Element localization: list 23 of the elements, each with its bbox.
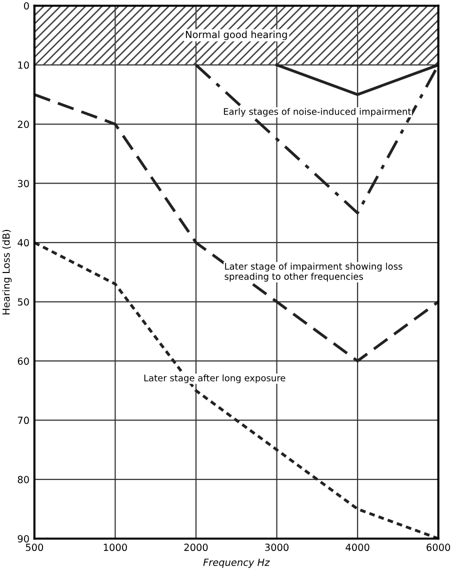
y-tick-label: 70	[18, 416, 29, 424]
annotation: Early stages of noise-induced impairment	[224, 108, 412, 117]
line-series	[34, 93, 438, 362]
x-axis-title: Frequency Hz	[203, 558, 270, 568]
y-axis-title: Hearing Loss (dB)	[2, 230, 12, 314]
y-tick-label: 20	[18, 120, 29, 128]
y-tick-label: 40	[18, 239, 29, 246]
x-tick-label: 500	[26, 544, 44, 552]
x-tick-label: 6000	[426, 544, 450, 552]
y-tick-label: 30	[18, 180, 29, 188]
y-tick-label: 10	[18, 61, 29, 69]
y-tick-label: 90	[18, 535, 29, 542]
x-tick-label: 3000	[265, 544, 288, 552]
x-tick-label: 4000	[346, 544, 370, 552]
y-tick-label: 0	[24, 2, 29, 10]
y-tick-label: 50	[18, 298, 29, 306]
annotation: Later stage of impairment showing loss spreading to other frequencies	[224, 262, 402, 282]
x-tick-label: 1000	[104, 544, 127, 552]
x-tick-label: 2000	[184, 544, 208, 552]
annotation: Later stage after long exposure	[144, 374, 286, 384]
y-tick-label: 80	[18, 476, 29, 484]
y-tick-label: 60	[18, 357, 29, 365]
band-label: Normal good hearing	[186, 30, 287, 40]
